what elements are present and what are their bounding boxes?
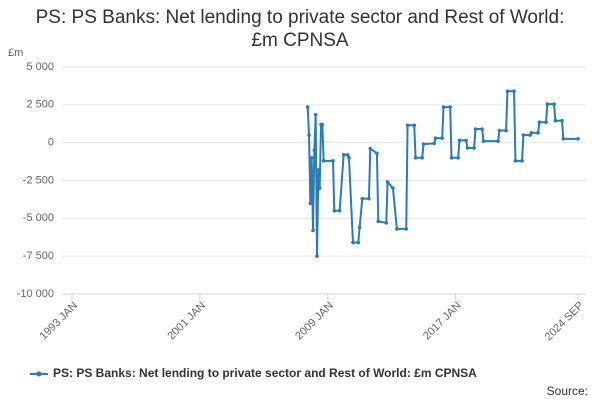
data-point	[420, 156, 425, 160]
y-tick-label: -7 500	[23, 250, 54, 262]
data-point	[315, 254, 319, 258]
data-point	[464, 138, 468, 143]
x-tick-label: 1993 JAN	[38, 300, 81, 343]
chart-title: PS: PS Banks: Net lending to private sec…	[35, 7, 565, 51]
data-point	[481, 139, 486, 143]
legend-item: PS: PS Banks: Net lending to private sec…	[30, 366, 477, 380]
data-line	[306, 90, 578, 257]
y-tick-label: -10 000	[17, 288, 54, 300]
data-point	[449, 156, 454, 160]
data-point	[320, 122, 325, 127]
y-tick-label: -5 000	[23, 212, 54, 224]
data-point	[456, 156, 460, 160]
data-point	[421, 142, 426, 146]
y-tick-label: -2 500	[23, 174, 54, 186]
data-point	[544, 120, 548, 125]
data-point	[368, 146, 373, 151]
data-point	[405, 123, 410, 128]
source: Source:	[547, 384, 588, 398]
data-point	[545, 102, 550, 106]
data-point	[367, 196, 371, 201]
data-point	[412, 123, 417, 128]
data-point	[441, 105, 446, 109]
data-point	[576, 137, 580, 141]
data-point	[505, 89, 510, 94]
data-point	[536, 131, 540, 135]
data-point	[432, 141, 436, 146]
data-point	[457, 138, 462, 143]
x-tick-label: 2017 JAN	[421, 300, 464, 343]
data-point	[337, 208, 342, 213]
data-point	[375, 151, 379, 156]
data-point	[347, 156, 351, 160]
data-point	[513, 159, 518, 163]
data-point	[440, 136, 444, 140]
data-point	[560, 118, 564, 123]
data-point	[472, 146, 476, 150]
data-point	[317, 186, 322, 190]
data-point	[321, 159, 326, 163]
x-tick-label: 2024 SEP	[543, 300, 587, 344]
data-point	[480, 127, 484, 131]
data-point	[384, 221, 389, 225]
data-point	[497, 128, 502, 133]
data-point	[465, 146, 470, 150]
x-tick-label: 2001 JAN	[165, 300, 208, 343]
data-point	[345, 152, 350, 157]
data-point	[313, 112, 318, 117]
y-tick-label: 0	[48, 137, 54, 149]
data-point	[307, 133, 311, 137]
data-point	[404, 227, 409, 231]
data-point	[553, 118, 558, 123]
data-point	[332, 208, 337, 213]
data-point	[360, 196, 365, 201]
data-point	[520, 159, 524, 163]
data-point	[357, 225, 362, 230]
data-point	[504, 128, 508, 133]
data-point	[311, 228, 315, 233]
data-point	[351, 240, 355, 245]
data-point	[537, 120, 542, 125]
data-point	[561, 137, 566, 141]
y-tick-label: 5 000	[26, 61, 54, 73]
data-point	[448, 105, 452, 109]
data-point	[391, 186, 395, 190]
data-point	[376, 219, 381, 224]
data-point	[512, 89, 516, 94]
data-point	[305, 105, 310, 109]
data-point	[413, 156, 418, 160]
data-point	[356, 240, 361, 245]
data-point	[385, 180, 390, 184]
x-tick-label: 2009 JAN	[293, 300, 336, 343]
legend-label: PS: PS Banks: Net lending to private sec…	[53, 366, 477, 380]
data-point	[309, 156, 314, 160]
data-point	[331, 159, 335, 163]
data-point	[341, 152, 346, 157]
legend-marker	[36, 371, 42, 377]
y-tick-label: 2 500	[26, 99, 54, 111]
data-point	[473, 127, 478, 131]
data-point	[521, 133, 526, 137]
data-point	[316, 168, 321, 172]
data-point	[308, 201, 313, 205]
data-point	[433, 136, 438, 140]
data-point	[552, 102, 556, 106]
y-axis-label: £m	[8, 47, 23, 59]
data-point	[496, 139, 500, 143]
data-point	[395, 227, 399, 231]
data-point	[312, 148, 317, 153]
data-point	[529, 131, 534, 135]
